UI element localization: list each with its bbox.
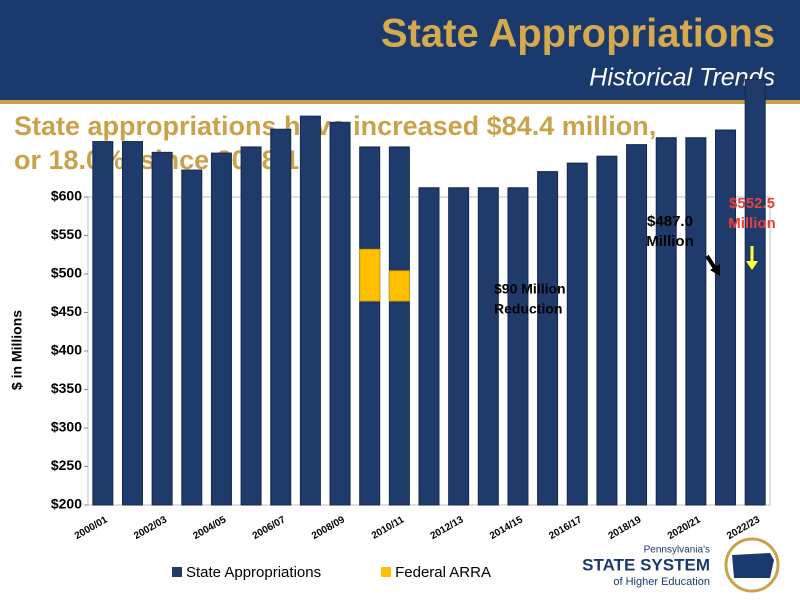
bar — [92, 141, 114, 506]
annotation-arrowhead — [710, 264, 720, 276]
bar — [715, 129, 737, 506]
bar — [151, 151, 173, 506]
annotation: Million — [728, 215, 776, 232]
header-band — [0, 0, 800, 100]
bar — [744, 79, 766, 506]
bar — [537, 171, 559, 506]
legend-swatch — [381, 567, 392, 577]
bar — [210, 152, 232, 506]
bar — [181, 169, 203, 506]
logo-text: of Higher Education — [613, 576, 710, 588]
legend-label: Federal ARRA — [395, 564, 491, 581]
bar — [626, 144, 648, 506]
annotation: Reduction — [494, 301, 562, 317]
bar — [448, 187, 470, 506]
y-tick-label: $300 — [51, 419, 82, 435]
bar — [477, 187, 499, 506]
logo: Pennsylvania's STATE SYSTEM of Higher Ed… — [582, 537, 780, 593]
bar — [240, 146, 262, 506]
annotation: $90 Million — [494, 281, 566, 297]
bar — [655, 137, 677, 506]
y-tick-label: $200 — [51, 496, 82, 512]
y-axis-label: $ in Millions — [9, 310, 25, 390]
y-tick-label: $350 — [51, 380, 82, 396]
y-tick-label: $500 — [51, 265, 82, 281]
annotation-arrowhead — [746, 261, 758, 270]
bar — [507, 187, 529, 506]
y-tick-label: $450 — [51, 303, 82, 319]
logo-text: STATE SYSTEM — [582, 555, 710, 574]
logo-ring — [724, 537, 780, 593]
bar — [329, 121, 351, 506]
legend-label: State Appropriations — [186, 564, 321, 581]
y-tick-label: $550 — [51, 226, 82, 242]
bar — [359, 248, 381, 302]
bar — [418, 187, 440, 506]
bar — [388, 270, 410, 302]
logo-state — [732, 553, 774, 578]
bar — [121, 141, 143, 506]
bar — [388, 146, 410, 506]
bar — [359, 146, 381, 506]
legend-swatch — [172, 567, 182, 577]
annotation: $487.0 — [647, 213, 693, 230]
annotation: Million — [646, 233, 694, 250]
header-rule — [0, 100, 800, 104]
y-tick-label: $250 — [51, 457, 82, 473]
bar — [299, 115, 321, 506]
bar — [566, 162, 588, 506]
logo-text: Pennsylvania's — [644, 545, 710, 556]
bar — [596, 155, 618, 506]
y-tick-label: $600 — [51, 188, 82, 204]
bar — [270, 128, 292, 506]
bar — [685, 137, 707, 506]
slide-title: State Appropriations — [381, 12, 775, 56]
y-tick-label: $400 — [51, 342, 82, 358]
annotation: $552.5 — [729, 195, 775, 212]
slide-subtitle: Historical Trends — [589, 64, 775, 92]
